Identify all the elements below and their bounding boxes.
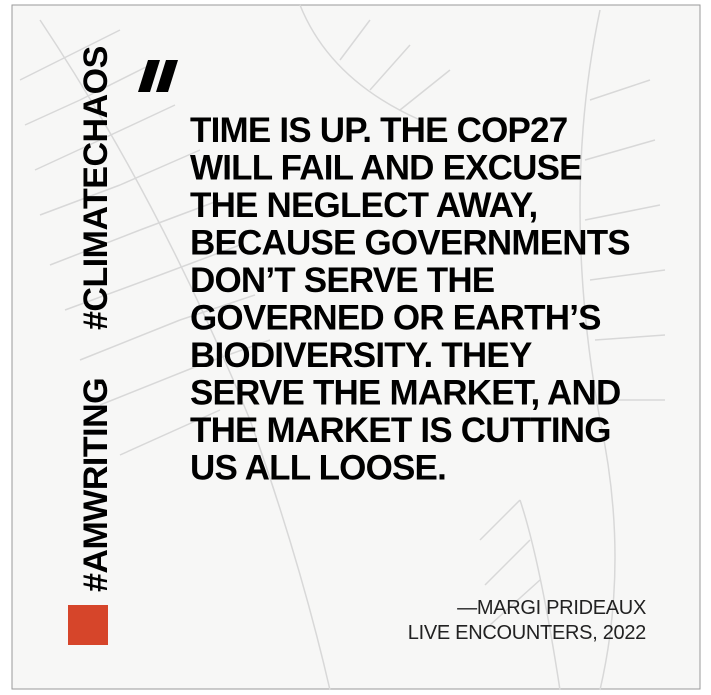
quote-line: SERVE THE MARKET, AND bbox=[190, 374, 620, 413]
quote-line: GOVERNED OR EARTH’S bbox=[190, 299, 601, 338]
quote-line: WILL FAIL AND EXCUSE bbox=[190, 149, 582, 188]
quote-line: BIODIVERSITY. THEY bbox=[190, 336, 532, 375]
quote-line: DON’T SERVE THE bbox=[190, 261, 494, 300]
hashtags: #AMWRITING #CLIMATECHAOS bbox=[77, 46, 115, 592]
quote-line: THE MARKET IS CUTTING bbox=[190, 411, 611, 450]
quote-line: US ALL LOOSE. bbox=[190, 449, 446, 488]
attribution-author: —MARGI PRIDEAUX bbox=[457, 597, 646, 619]
quote-line: TIME IS UP. THE COP27 bbox=[190, 111, 567, 150]
quote-card: #AMWRITING #CLIMATECHAOS TIME IS UP. THE… bbox=[0, 0, 711, 695]
hashtag: #AMWRITING bbox=[77, 378, 115, 592]
accent-square bbox=[68, 605, 108, 645]
quote-line: BECAUSE GOVERNMENTS bbox=[190, 224, 630, 263]
quote-line: THE NEGLECT AWAY, bbox=[190, 186, 537, 225]
hashtag: #CLIMATECHAOS bbox=[77, 46, 115, 330]
attribution-source: LIVE ENCOUNTERS, 2022 bbox=[408, 622, 646, 644]
